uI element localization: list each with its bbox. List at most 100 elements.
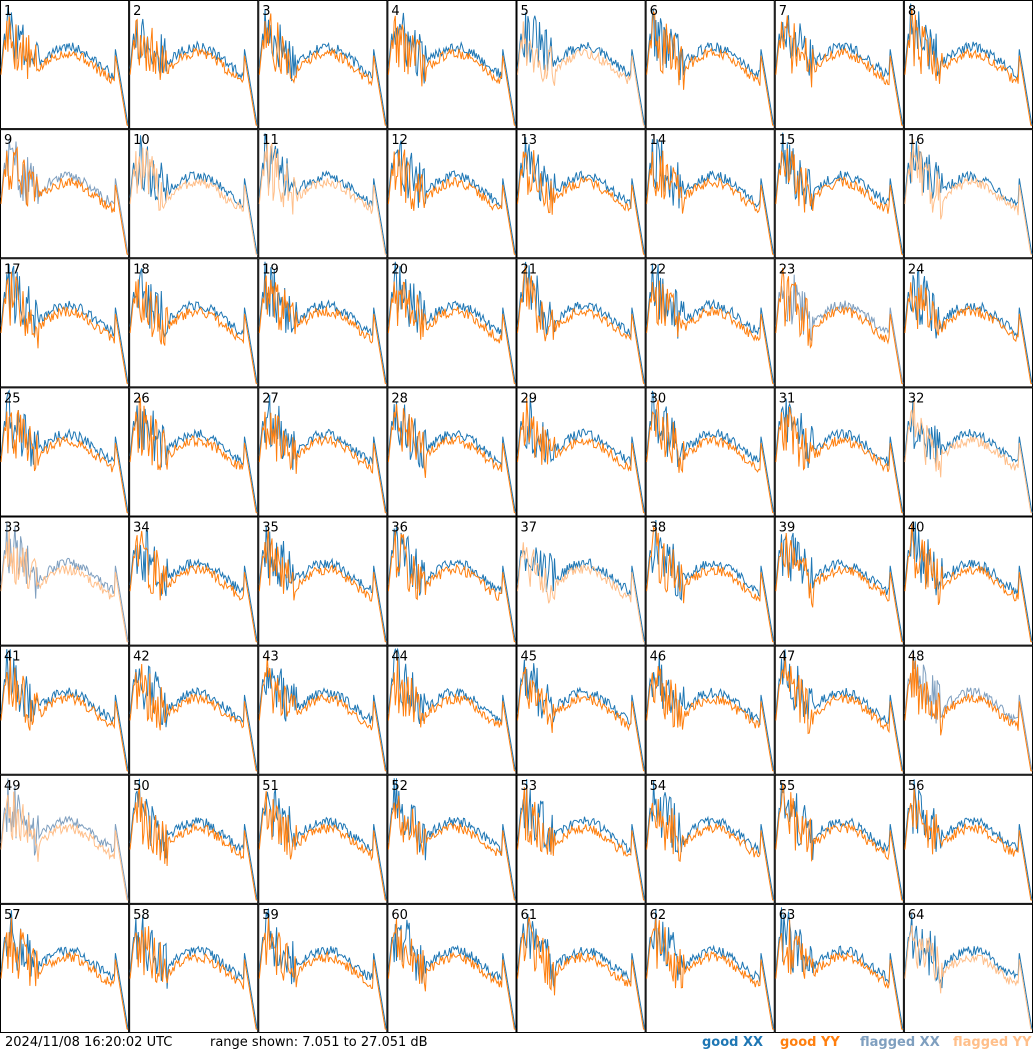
trace-yy-8 <box>904 8 1033 127</box>
trace-xx-46 <box>646 654 775 772</box>
trace-xx-21 <box>517 261 646 384</box>
tile-label: 60 <box>391 908 408 923</box>
trace-yy-6 <box>646 10 775 127</box>
tile-label: 47 <box>779 650 796 665</box>
range-text: range shown: 7.051 to 27.051 dB <box>210 1035 428 1050</box>
tile-27: 27 <box>258 387 388 517</box>
tile-label: 26 <box>133 391 150 406</box>
tile-frame <box>774 516 904 646</box>
tile-label: 9 <box>4 133 12 148</box>
tile-62: 62 <box>645 903 775 1033</box>
tile-26: 26 <box>129 387 259 517</box>
trace-yy-49 <box>0 791 129 901</box>
tile-frame <box>774 645 904 775</box>
trace-yy-55 <box>775 783 904 901</box>
trace-yy-53 <box>517 787 645 901</box>
trace-xx-2 <box>129 18 258 126</box>
trace-xx-48 <box>904 649 1033 772</box>
trace-yy-64 <box>904 925 1033 1030</box>
trace-xx-54 <box>646 780 775 901</box>
trace-yy-7 <box>775 15 904 127</box>
tile-label: 32 <box>908 391 925 406</box>
tile-frame <box>258 903 388 1033</box>
tile-frame <box>903 387 1033 517</box>
tile-frame <box>129 258 259 388</box>
tile-frame <box>0 774 130 904</box>
tile-label: 33 <box>4 521 21 536</box>
tile-label: 57 <box>4 908 21 923</box>
tile-frame <box>645 774 775 904</box>
trace-yy-20 <box>387 281 516 385</box>
tile-label: 64 <box>908 908 925 923</box>
trace-yy-22 <box>646 280 774 385</box>
trace-yy-47 <box>775 657 904 772</box>
trace-xx-52 <box>387 778 516 901</box>
trace-xx-5 <box>517 12 646 126</box>
tile-frame <box>516 516 646 646</box>
trace-xx-22 <box>646 263 775 384</box>
tile-label: 18 <box>133 262 150 277</box>
tile-label: 8 <box>908 4 916 19</box>
tile-frame <box>0 903 130 1033</box>
tile-32: 32 <box>903 387 1033 517</box>
tile-label: 54 <box>650 779 667 794</box>
trace-xx-37 <box>517 547 646 643</box>
tile-label: 58 <box>133 908 150 923</box>
tile-5: 5 <box>516 0 646 130</box>
trace-xx-58 <box>129 915 258 1030</box>
tile-49: 49 <box>0 774 130 904</box>
tile-label: 24 <box>908 262 925 277</box>
tile-label: 52 <box>391 779 408 794</box>
trace-yy-43 <box>258 656 387 772</box>
tile-frame <box>0 258 130 388</box>
trace-xx-62 <box>646 908 775 1030</box>
trace-xx-57 <box>0 910 129 1030</box>
tile-label: 17 <box>4 262 21 277</box>
trace-xx-53 <box>517 778 646 901</box>
tile-frame <box>516 645 646 775</box>
trace-yy-23 <box>775 267 904 385</box>
trace-yy-45 <box>517 667 645 772</box>
tile-7: 7 <box>774 0 904 130</box>
tile-label: 62 <box>650 908 667 923</box>
tile-label: 1 <box>4 4 12 19</box>
tile-55: 55 <box>774 774 904 904</box>
trace-yy-29 <box>517 397 645 514</box>
tile-frame <box>774 774 904 904</box>
trace-yy-24 <box>904 282 1033 385</box>
tile-label: 4 <box>391 4 399 19</box>
tile-28: 28 <box>387 387 517 517</box>
tile-frame <box>258 0 388 130</box>
tile-frame <box>903 258 1033 388</box>
tile-label: 38 <box>650 521 667 536</box>
tile-frame <box>129 516 259 646</box>
tile-frame <box>258 387 388 517</box>
tile-54: 54 <box>645 774 775 904</box>
tile-9: 9 <box>0 129 130 259</box>
tile-56: 56 <box>903 774 1033 904</box>
tile-3: 3 <box>258 0 388 130</box>
tile-17: 17 <box>0 258 130 388</box>
trace-yy-58 <box>129 926 258 1030</box>
tile-40: 40 <box>903 516 1033 646</box>
tile-22: 22 <box>645 258 775 388</box>
trace-yy-19 <box>258 275 387 385</box>
trace-yy-16 <box>904 139 1033 256</box>
trace-yy-36 <box>387 531 516 643</box>
trace-yy-35 <box>258 527 387 643</box>
tile-4: 4 <box>387 0 517 130</box>
tile-frame <box>774 903 904 1033</box>
trace-yy-57 <box>0 917 129 1030</box>
tile-10: 10 <box>129 129 259 259</box>
tile-label: 46 <box>650 650 667 665</box>
tile-13: 13 <box>516 129 646 259</box>
tile-frame <box>0 645 130 775</box>
legend-flagged-yy: flagged YY <box>953 1035 1032 1050</box>
tile-label: 22 <box>650 262 667 277</box>
tile-47: 47 <box>774 645 904 775</box>
trace-xx-36 <box>387 526 516 643</box>
tile-label: 39 <box>779 521 796 536</box>
tile-frame <box>645 258 775 388</box>
trace-yy-25 <box>0 410 129 514</box>
trace-yy-61 <box>517 917 645 1030</box>
